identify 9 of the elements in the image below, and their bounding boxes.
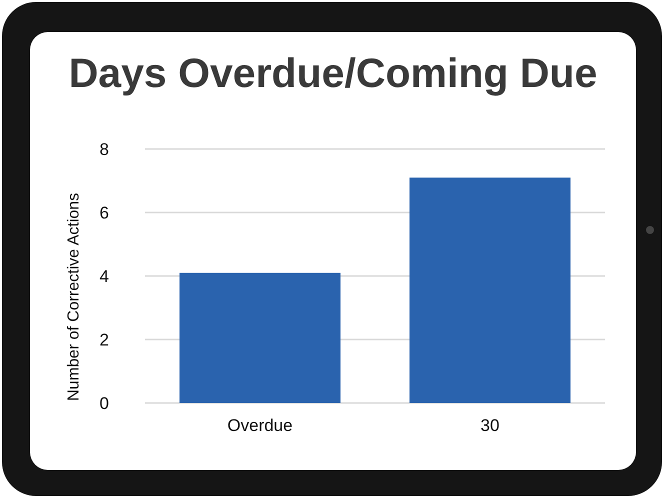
y-tick-label: 6 (100, 204, 109, 223)
x-tick-label: 30 (480, 416, 500, 436)
y-tick-label: 0 (100, 394, 109, 414)
y-tick-label: 8 (100, 140, 109, 160)
y-tick-label: 2 (100, 330, 109, 350)
x-tick-label: Overdue (227, 416, 293, 436)
y-tick-label: 4 (100, 267, 109, 286)
y-axis-title: Number of Corrective Actions (66, 192, 83, 401)
chart-title: Days Overdue/Coming Due (68, 50, 598, 97)
